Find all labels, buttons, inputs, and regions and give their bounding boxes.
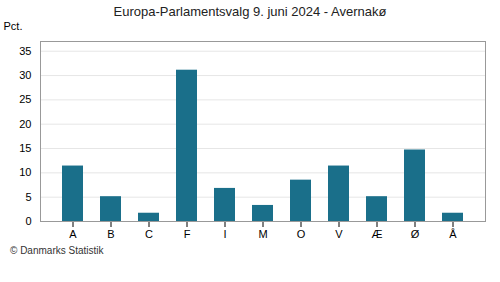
svg-text:C: C: [145, 228, 153, 240]
svg-text:V: V: [335, 228, 343, 240]
svg-text:Ø: Ø: [411, 228, 420, 240]
svg-text:20: 20: [19, 118, 31, 130]
svg-text:M: M: [258, 228, 267, 240]
svg-text:10: 10: [19, 166, 31, 178]
svg-text:Å: Å: [449, 228, 457, 240]
svg-text:F: F: [184, 228, 191, 240]
svg-text:Æ: Æ: [372, 228, 383, 240]
html-text:© Danmarks Statistik: © Danmarks Statistik: [10, 245, 104, 256]
svg-text:A: A: [69, 228, 77, 240]
svg-text:15: 15: [19, 142, 31, 154]
svg-text:5: 5: [25, 191, 31, 203]
svg-text:B: B: [107, 228, 114, 240]
svg-text:Pct.: Pct.: [4, 20, 23, 32]
html-text:Europa-Parlamentsvalg 9. juni: Europa-Parlamentsvalg 9. juni 2024 - Ave…: [113, 4, 387, 19]
svg-text:I: I: [223, 228, 226, 240]
svg-text:0: 0: [25, 215, 31, 227]
svg-text:25: 25: [19, 93, 31, 105]
svg-text:30: 30: [19, 69, 31, 81]
svg-text:35: 35: [19, 45, 31, 57]
svg-text:O: O: [297, 228, 306, 240]
